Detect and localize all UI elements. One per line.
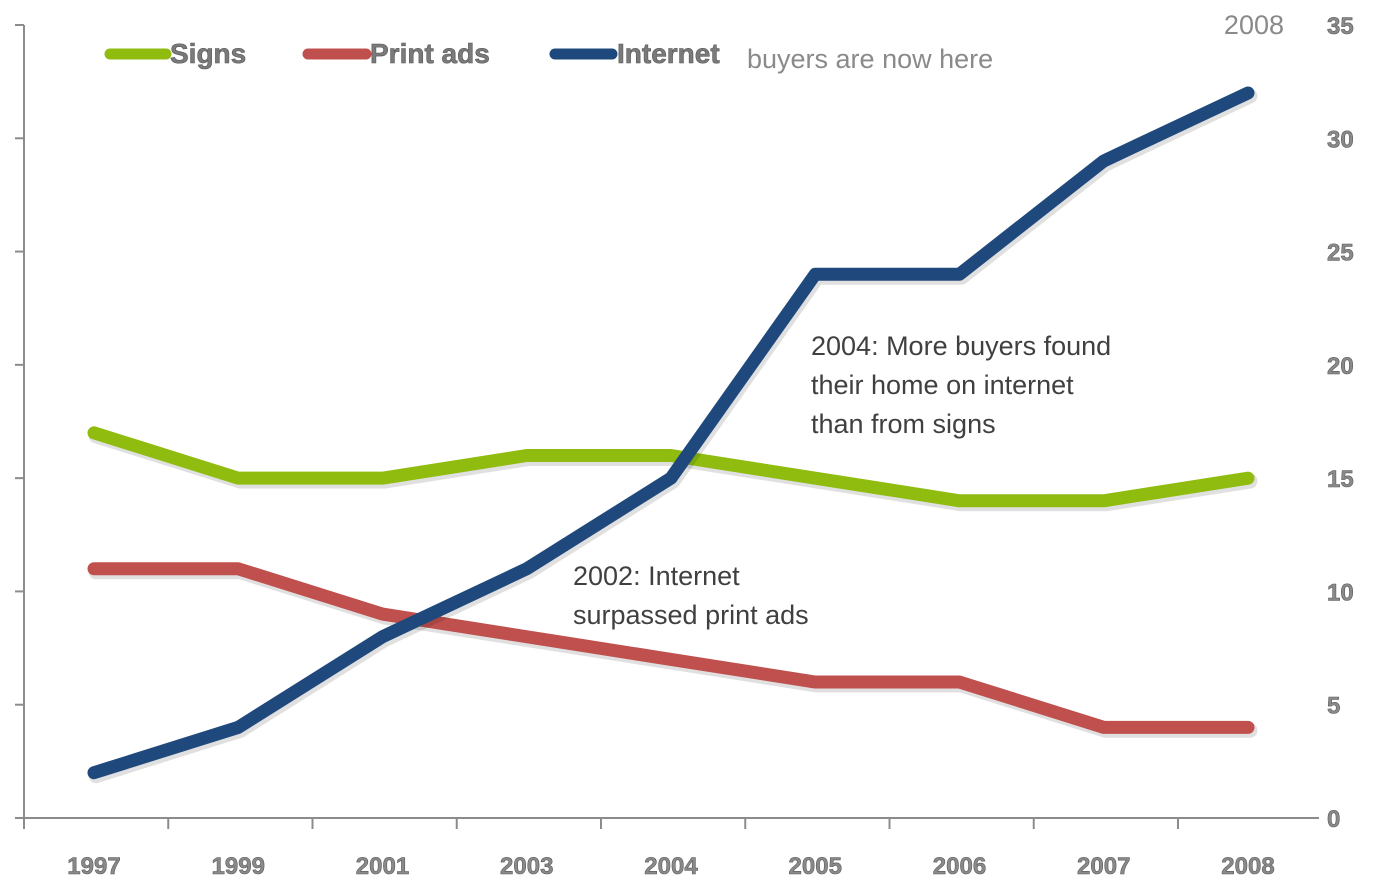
buyers-here-annotation: buyers are now here [747, 44, 993, 74]
annotation-2004-line-1: 2004: More buyers found [811, 331, 1111, 361]
annotation-2004-line-2: their home on internet [811, 370, 1074, 400]
legend: Signs Print ads Internet [104, 38, 720, 69]
annotations: 2008 buyers are now here 2004: More buye… [573, 10, 1284, 630]
x-tick-label: 2008 [1221, 853, 1274, 880]
annotation-2002-line-2: surpassed print ads [573, 600, 809, 630]
legend-label-internet: Internet [617, 38, 720, 69]
y-tick-label: 10 [1327, 579, 1354, 606]
annotation-2004-line-3: than from signs [811, 409, 996, 439]
x-tick-label: 2001 [356, 853, 409, 880]
internet-line-shadow [88, 88, 1258, 784]
x-tick-label: 2004 [644, 853, 698, 880]
axes: 0 5 10 15 20 25 30 35 1997 1999 2001 2003 2004 2005 20… [15, 13, 1354, 880]
legend-label-print-ads: Print ads [370, 38, 490, 69]
series-lines [87, 86, 1258, 784]
annotation-2002-line-1: 2002: Internet [573, 561, 740, 591]
x-tick-label: 1997 [67, 853, 120, 880]
annotation-2002: 2002: Internet surpassed print ads [573, 561, 809, 630]
year-2008-label: 2008 [1224, 10, 1284, 40]
legend-label-signs: Signs [170, 38, 246, 69]
x-tick-label: 2007 [1077, 853, 1130, 880]
y-tick-label: 20 [1327, 353, 1354, 380]
y-tick-label: 15 [1327, 466, 1354, 493]
y-tick-label: 30 [1327, 126, 1354, 153]
y-tick-label: 0 [1327, 806, 1340, 833]
y-tick-label: 25 [1327, 240, 1354, 267]
y-tick-label: 35 [1327, 13, 1354, 40]
x-tick-label: 2003 [500, 853, 553, 880]
x-tick-label: 2006 [933, 853, 986, 880]
y-tick-label: 5 [1327, 693, 1340, 720]
annotation-2004: 2004: More buyers found their home on in… [811, 331, 1119, 439]
x-tick-label: 2005 [789, 853, 842, 880]
x-tick-label: 1999 [212, 853, 265, 880]
